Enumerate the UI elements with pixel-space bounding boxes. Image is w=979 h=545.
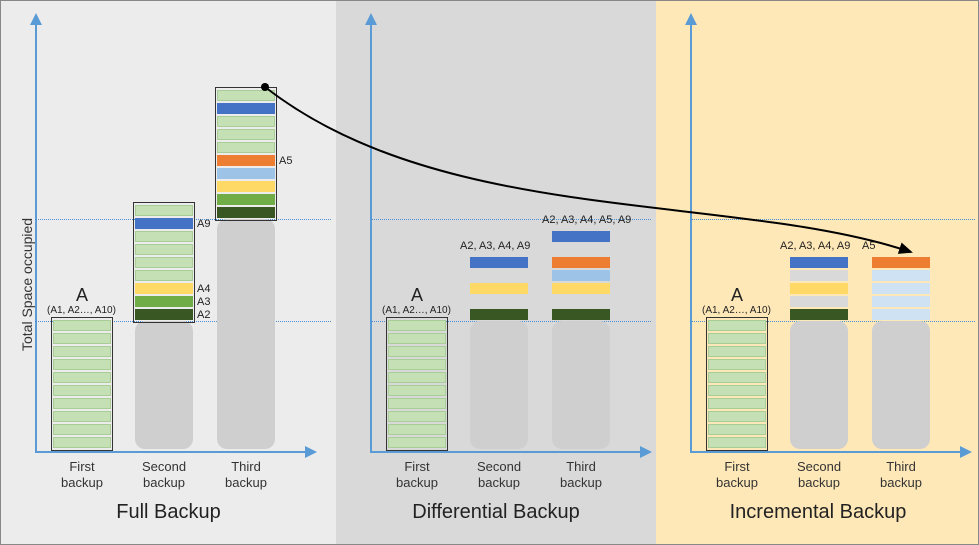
segment-label: A3 <box>197 296 210 308</box>
segment <box>470 270 528 281</box>
segment <box>552 257 610 268</box>
segment-label: A2 <box>197 309 210 321</box>
reference-line-2 <box>690 219 975 220</box>
segment-stack <box>790 256 848 321</box>
segment <box>470 257 528 268</box>
segment <box>790 257 848 268</box>
segment <box>552 231 610 242</box>
dataset-sublsublabel: (A1, A2…, A10) <box>47 305 116 316</box>
segment <box>552 244 610 255</box>
dataset-label: A <box>731 285 743 306</box>
segment <box>790 270 848 281</box>
segment <box>872 309 930 320</box>
x-axis-label: Firstbackup <box>698 459 776 490</box>
base-bar <box>552 321 610 449</box>
diagram-canvas: Total Space occupiedFirstbackupSecondbac… <box>0 0 979 545</box>
base-bar <box>470 321 528 449</box>
segment <box>552 309 610 320</box>
stack-top-label: A5 <box>862 240 875 252</box>
panel-title: Incremental Backup <box>656 501 979 524</box>
segment-stack <box>872 256 930 321</box>
segment <box>552 283 610 294</box>
x-axis-label: Firstbackup <box>378 459 456 490</box>
stack-outline <box>386 317 448 451</box>
dataset-label: A <box>411 285 423 306</box>
y-axis-arrow-icon <box>365 13 377 25</box>
segment <box>790 296 848 307</box>
panel-full-backup: Total Space occupied FirstbackupSecondbac… <box>1 1 336 544</box>
segment <box>552 296 610 307</box>
segment-stack <box>470 256 528 321</box>
segment-label: A4 <box>197 283 210 295</box>
stack-top-label: A2, A3, A4, A9 <box>460 240 530 252</box>
x-axis-arrow-icon <box>960 446 972 458</box>
segment <box>872 257 930 268</box>
segment <box>470 283 528 294</box>
segment <box>470 309 528 320</box>
panel-incremental-backup: FirstbackupSecondbackupThirdbackup Increm… <box>656 1 979 544</box>
y-axis <box>35 21 37 451</box>
panel-title: Full Backup <box>1 501 336 524</box>
stack-top-label: A2, A3, A4, A5, A9 <box>542 214 631 226</box>
x-axis <box>35 451 305 453</box>
base-bar <box>217 219 275 449</box>
dataset-sublsublabel: (A1, A2…, A10) <box>382 305 451 316</box>
stack-outline <box>706 317 768 451</box>
y-axis <box>690 21 692 451</box>
segment <box>790 309 848 320</box>
x-axis-label: Secondbackup <box>125 459 203 490</box>
stack-outline <box>133 202 195 323</box>
y-axis <box>370 21 372 451</box>
segment <box>552 270 610 281</box>
base-bar <box>135 321 193 449</box>
x-axis-label: Secondbackup <box>460 459 538 490</box>
segment-label: A5 <box>279 155 292 167</box>
x-axis-label: Thirdbackup <box>862 459 940 490</box>
stack-outline <box>51 317 113 451</box>
segment <box>872 270 930 281</box>
x-axis <box>690 451 960 453</box>
x-axis-arrow-icon <box>305 446 317 458</box>
x-axis-label: Thirdbackup <box>542 459 620 490</box>
y-axis-label: Total Space occupied <box>19 218 35 351</box>
panel-differential-backup: FirstbackupSecondbackupThirdbackup Differ… <box>336 1 656 544</box>
panel-title: Differential Backup <box>336 501 656 524</box>
x-axis-arrow-icon <box>640 446 652 458</box>
stack-outline <box>215 87 277 221</box>
segment-label: A9 <box>197 218 210 230</box>
base-bar <box>790 321 848 449</box>
segment <box>470 296 528 307</box>
segment-stack <box>552 230 610 321</box>
y-axis-arrow-icon <box>30 13 42 25</box>
segment <box>790 283 848 294</box>
y-axis-arrow-icon <box>685 13 697 25</box>
segment <box>872 283 930 294</box>
x-axis-label: Firstbackup <box>43 459 121 490</box>
x-axis-label: Secondbackup <box>780 459 858 490</box>
x-axis-label: Thirdbackup <box>207 459 285 490</box>
stack-top-label: A2, A3, A4, A9 <box>780 240 850 252</box>
dataset-sublsublabel: (A1, A2…, A10) <box>702 305 771 316</box>
base-bar <box>872 321 930 449</box>
dataset-label: A <box>76 285 88 306</box>
segment <box>872 296 930 307</box>
x-axis <box>370 451 640 453</box>
